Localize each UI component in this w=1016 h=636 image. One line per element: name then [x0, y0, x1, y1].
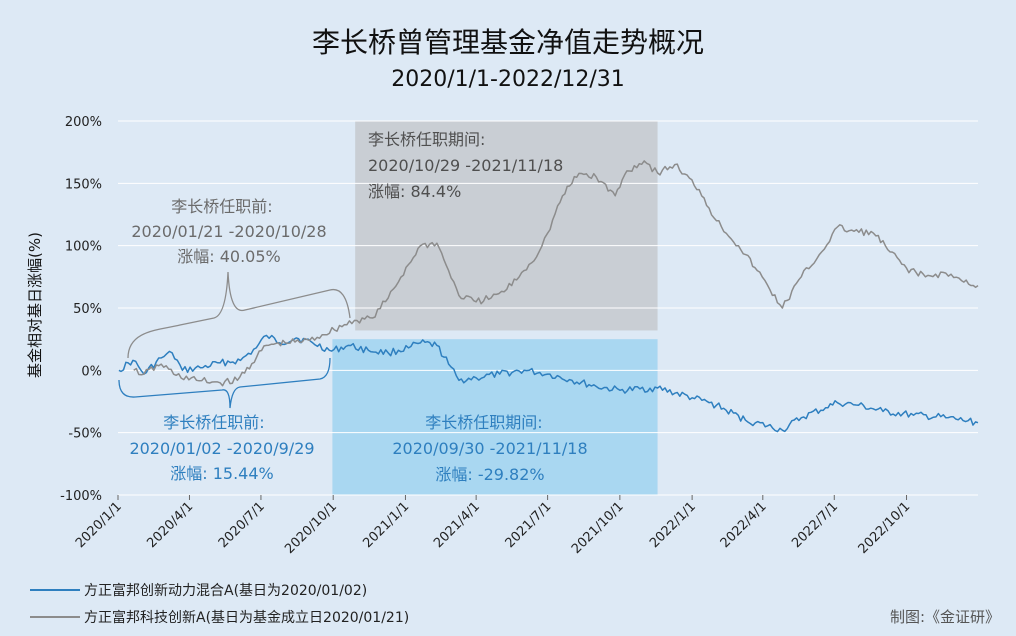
y-tick-label: 100%	[65, 240, 102, 255]
regions-layer	[332, 121, 658, 495]
annotation-gray-pre-line3: 涨幅: 40.05%	[177, 247, 281, 266]
chart-title: 李长桥曾管理基金净值走势概况	[312, 26, 704, 59]
annotation-blue-pre-line2: 2020/01/02 -2020/9/29	[129, 439, 314, 458]
annotation-gray-during: 李长桥任职期间: 2020/10/29 -2021/11/18 涨幅: 84.4…	[368, 130, 563, 201]
annotation-gray-during-line2: 2020/10/29 -2021/11/18	[368, 156, 563, 175]
y-ticks: 200% 150% 100% 50% 0% -50% -100%	[60, 115, 102, 504]
series-line-2	[133, 160, 979, 387]
annotation-blue-during: 李长桥任职期间: 2020/09/30 -2021/11/18 涨幅: -29.…	[392, 413, 587, 484]
y-tick-label: 150%	[65, 177, 102, 192]
legend: 方正富邦创新动力混合A(基日为2020/01/02) 方正富邦科技创新A(基日为…	[30, 582, 409, 626]
annotation-gray-pre-line2: 2020/01/21 -2020/10/28	[131, 222, 326, 241]
y-tick-label: -100%	[60, 489, 102, 504]
annotation-gray-during-line3: 涨幅: 84.4%	[368, 182, 461, 201]
annotation-blue-pre: 李长桥任职前: 2020/01/02 -2020/9/29 涨幅: 15.44%	[129, 413, 314, 483]
annotation-blue-pre-line3: 涨幅: 15.44%	[170, 464, 274, 483]
tenure-region-2	[332, 339, 658, 495]
annotation-gray-pre-line1: 李长桥任职前:	[171, 197, 272, 216]
blue-brace	[118, 357, 331, 409]
x-tick-label: 2020/1/1	[73, 499, 125, 551]
x-tick-label: 2021/1/1	[360, 499, 412, 551]
annotation-gray-during-line1: 李长桥任职期间:	[368, 130, 485, 149]
y-tick-label: 50%	[73, 302, 102, 317]
y-axis-label: 基金相对基日涨幅(%)	[26, 232, 44, 378]
annotation-blue-during-line3: 涨幅: -29.82%	[435, 465, 544, 484]
gray-brace	[127, 271, 351, 359]
annotation-blue-during-line1: 李长桥任职期间:	[425, 413, 542, 432]
y-tick-label: 0%	[81, 364, 102, 379]
tenure-region-1	[355, 121, 658, 331]
credit-text: 制图:《金证研》	[890, 608, 1000, 626]
legend-label-2: 方正富邦科技创新A(基日为基金成立日2020/01/21)	[84, 609, 409, 626]
x-tick-label: 2022/1/1	[647, 499, 699, 551]
x-ticks: 2020/1/1 2020/4/1 2020/7/1 2020/10/1 2021/1/…	[73, 495, 913, 557]
x-tick-label: 2021/7/1	[503, 499, 555, 551]
annotation-blue-during-line2: 2020/09/30 -2021/11/18	[392, 439, 587, 458]
chart-subtitle: 2020/1/1-2022/12/31	[391, 67, 625, 92]
y-tick-label: -50%	[68, 427, 102, 442]
series-layer	[118, 160, 979, 433]
x-tick-label: 2022/10/1	[856, 499, 914, 557]
annotation-gray-pre: 李长桥任职前: 2020/01/21 -2020/10/28 涨幅: 40.05…	[131, 197, 326, 266]
legend-label-1: 方正富邦创新动力混合A(基日为2020/01/02)	[84, 582, 367, 599]
x-tick-label: 2020/4/1	[144, 499, 196, 551]
x-tick-label: 2021/10/1	[569, 499, 627, 557]
x-tick-label: 2020/7/1	[216, 499, 268, 551]
x-tick-label: 2020/10/1	[282, 499, 340, 557]
x-tick-label: 2021/4/1	[431, 499, 483, 551]
y-tick-label: 200%	[65, 115, 102, 130]
x-tick-label: 2022/7/1	[789, 499, 841, 551]
series-line-1	[118, 334, 979, 433]
x-tick-label: 2022/4/1	[718, 499, 770, 551]
annotation-blue-pre-line1: 李长桥任职前:	[163, 413, 264, 432]
